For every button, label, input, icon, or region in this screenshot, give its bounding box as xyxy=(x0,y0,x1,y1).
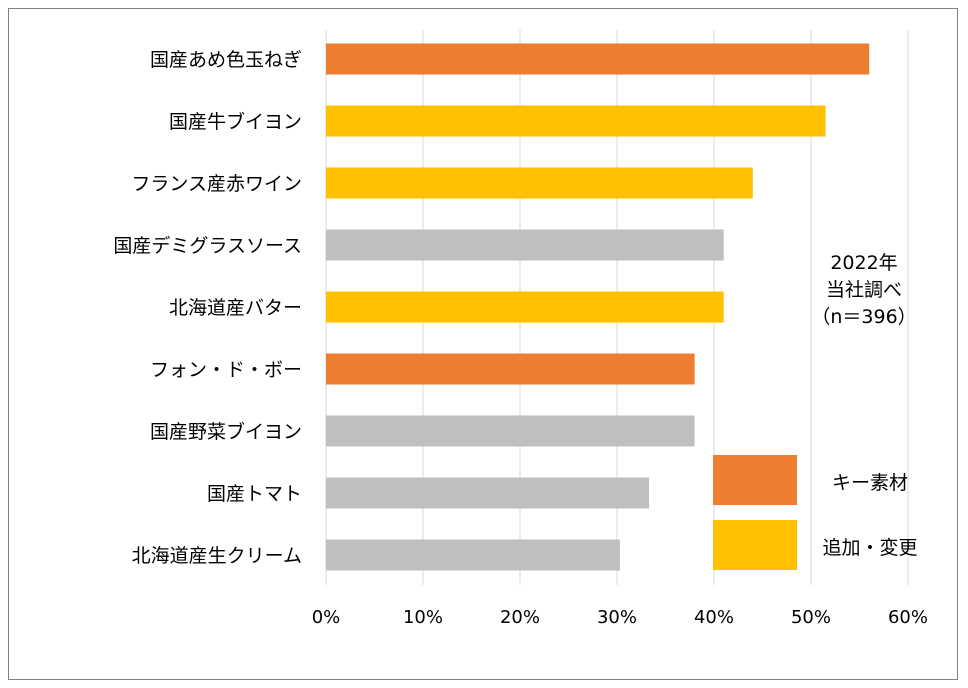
bar xyxy=(326,43,870,75)
annotation-sample-size: （n＝396） xyxy=(811,306,917,328)
bar xyxy=(326,105,826,137)
category-label: 北海道産生クリーム xyxy=(132,545,302,567)
category-label: 北海道産バター xyxy=(169,297,302,319)
annotation-note: 2022年 当社調べ （n＝396） xyxy=(796,250,932,331)
legend-swatch-key xyxy=(713,455,797,505)
legend-item-key: キー素材 xyxy=(713,455,931,515)
category-label: フランス産赤ワイン xyxy=(131,173,302,195)
x-tick-label: 0% xyxy=(312,607,341,628)
bar xyxy=(326,477,650,509)
x-tick-label: 40% xyxy=(694,607,734,628)
x-tick-label: 20% xyxy=(500,607,540,628)
category-label: 国産デミグラスソース xyxy=(113,235,302,257)
bar xyxy=(326,415,695,447)
category-labels: 国産あめ色玉ねぎ国産牛ブイヨンフランス産赤ワイン国産デミグラスソース北海道産バタ… xyxy=(113,49,302,567)
category-label: 国産トマト xyxy=(207,483,302,505)
category-label: 国産あめ色玉ねぎ xyxy=(150,49,302,71)
bar xyxy=(326,539,620,571)
legend-label-added: 追加・変更 xyxy=(822,537,918,559)
x-tick-label: 10% xyxy=(403,607,443,628)
bar xyxy=(326,353,695,385)
bar xyxy=(326,229,724,261)
x-axis-ticks: 0% 10% 20% 30% 40% 50% 60% xyxy=(312,607,928,628)
x-tick-label: 60% xyxy=(888,607,928,628)
x-tick-label: 30% xyxy=(597,607,637,628)
legend-item-added: 追加・変更 xyxy=(713,520,931,580)
bars xyxy=(326,43,870,571)
annotation-year: 2022年 xyxy=(830,252,898,274)
annotation-source: 当社調べ xyxy=(825,279,902,301)
bar xyxy=(326,291,724,323)
legend-label-key: キー素材 xyxy=(831,472,908,494)
category-label: 国産牛ブイヨン xyxy=(169,110,302,133)
legend-swatch-added xyxy=(713,520,797,570)
bar xyxy=(326,167,753,199)
category-label: フォン・ド・ボー xyxy=(150,359,302,381)
x-tick-label: 50% xyxy=(791,607,831,628)
category-label: 国産野菜ブイヨン xyxy=(150,420,302,443)
